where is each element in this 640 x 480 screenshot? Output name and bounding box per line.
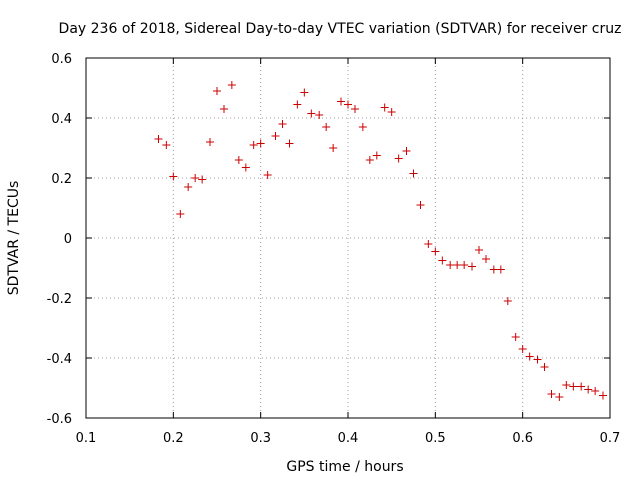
data-point bbox=[234, 156, 243, 164]
data-point bbox=[402, 147, 411, 155]
data-point bbox=[481, 255, 490, 263]
y-tick-label: -0.2 bbox=[47, 292, 72, 307]
data-point bbox=[350, 105, 359, 113]
data-point bbox=[380, 103, 389, 112]
x-tick-label: 0.2 bbox=[163, 431, 184, 446]
data-point bbox=[169, 172, 178, 181]
y-tick-label: 0 bbox=[64, 232, 72, 247]
data-point bbox=[307, 109, 316, 118]
data-point bbox=[475, 246, 483, 254]
data-point bbox=[227, 81, 236, 89]
data-point bbox=[599, 391, 608, 400]
data-point bbox=[249, 141, 258, 149]
data-point bbox=[424, 240, 433, 248]
y-axis-label: SDTVAR / TECUs bbox=[6, 181, 22, 296]
y-tick-label: -0.6 bbox=[47, 412, 72, 427]
data-point bbox=[591, 387, 600, 395]
data-point bbox=[198, 175, 207, 184]
data-point bbox=[431, 247, 440, 256]
x-tick-label: 0.1 bbox=[76, 431, 97, 446]
data-point bbox=[387, 108, 396, 116]
data-point bbox=[416, 201, 425, 209]
data-point bbox=[511, 333, 520, 341]
x-tick-label: 0.5 bbox=[425, 431, 446, 446]
data-point bbox=[372, 151, 381, 160]
data-point bbox=[540, 363, 549, 371]
data-point bbox=[285, 139, 294, 148]
y-tick-label: 0.2 bbox=[51, 172, 72, 187]
data-point bbox=[278, 120, 287, 128]
data-point bbox=[584, 385, 593, 394]
data-point bbox=[344, 100, 352, 109]
data-point bbox=[569, 382, 578, 391]
data-point bbox=[468, 262, 477, 271]
data-point bbox=[184, 183, 193, 191]
x-tick-label: 0.7 bbox=[600, 431, 621, 446]
data-point bbox=[394, 154, 403, 163]
data-point bbox=[555, 393, 564, 401]
data-point bbox=[271, 132, 280, 140]
data-point bbox=[162, 141, 171, 149]
data-point bbox=[525, 352, 534, 361]
data-point bbox=[263, 171, 272, 179]
y-tick-label: -0.4 bbox=[47, 352, 72, 367]
data-point bbox=[206, 138, 215, 146]
data-point bbox=[191, 174, 200, 182]
x-axis-label: GPS time / hours bbox=[286, 459, 403, 475]
x-tick-label: 0.3 bbox=[250, 431, 271, 446]
data-point bbox=[446, 261, 455, 269]
data-points bbox=[154, 81, 608, 401]
data-point bbox=[518, 345, 527, 353]
data-point bbox=[365, 156, 374, 164]
data-point bbox=[547, 390, 556, 398]
data-point bbox=[489, 265, 498, 274]
data-point bbox=[154, 135, 163, 143]
data-point bbox=[293, 100, 302, 109]
data-point bbox=[256, 139, 265, 148]
data-point bbox=[577, 382, 586, 391]
data-point bbox=[409, 169, 418, 178]
axis-ticks: 0.1 0.2 0.3 0.4 0.5 0.6 0.7 -0.6 -0.4 -0.2 0 0.2 0.4… bbox=[47, 52, 621, 446]
data-point bbox=[337, 97, 346, 106]
chart-title: Day 236 of 2018, Sidereal Day-to-day VTE… bbox=[59, 21, 622, 37]
data-point bbox=[322, 123, 331, 131]
data-point bbox=[358, 123, 367, 131]
data-point bbox=[453, 261, 462, 269]
data-point bbox=[219, 105, 228, 113]
y-tick-label: 0.4 bbox=[51, 112, 72, 127]
data-point bbox=[438, 256, 447, 265]
data-point bbox=[460, 261, 469, 269]
data-point bbox=[533, 355, 542, 364]
data-point bbox=[300, 88, 309, 97]
data-point bbox=[329, 144, 338, 152]
data-point bbox=[496, 265, 505, 274]
data-point bbox=[176, 210, 185, 218]
grid-lines bbox=[86, 58, 610, 418]
x-tick-label: 0.6 bbox=[512, 431, 533, 446]
data-point bbox=[503, 297, 512, 305]
data-point bbox=[315, 111, 324, 119]
data-point bbox=[241, 163, 250, 172]
data-point bbox=[562, 381, 571, 389]
data-point bbox=[213, 87, 221, 95]
y-tick-label: 0.6 bbox=[51, 52, 72, 67]
x-tick-label: 0.4 bbox=[338, 431, 359, 446]
